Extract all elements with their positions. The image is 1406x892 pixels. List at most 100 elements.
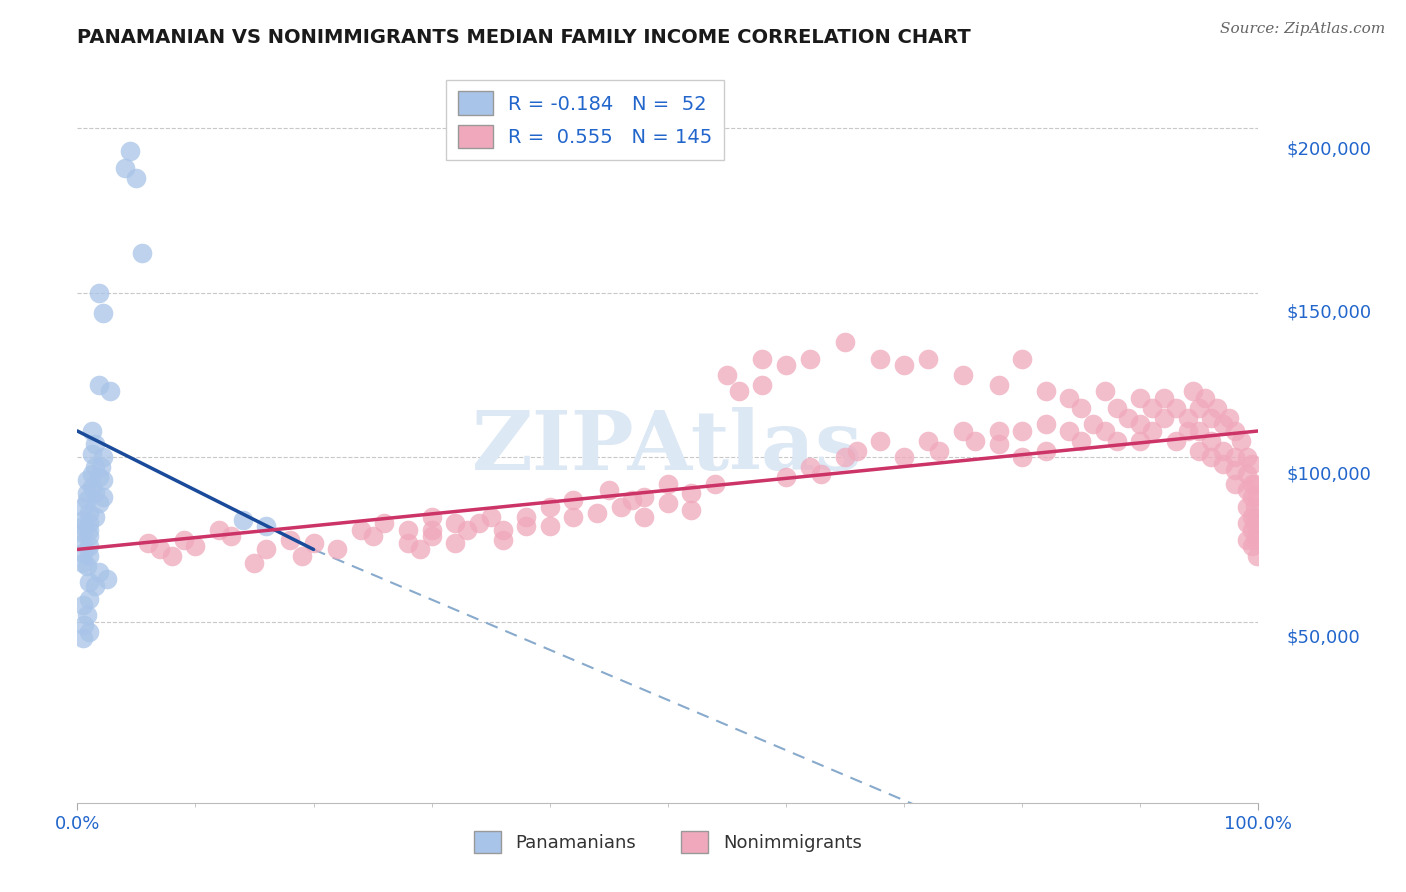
Point: [1118, 410, 1140, 425]
Point: [1241, 490, 1264, 504]
Point: [1243, 476, 1265, 491]
Point: [131, 246, 153, 260]
Point: [681, 503, 703, 517]
Point: [149, 542, 172, 557]
Text: $100,000: $100,000: [1286, 466, 1371, 483]
Point: [208, 523, 231, 537]
Text: $150,000: $150,000: [1286, 303, 1372, 321]
Point: [77, 591, 100, 606]
Point: [77, 506, 100, 520]
Point: [114, 161, 136, 175]
Point: [633, 509, 655, 524]
Point: [869, 434, 891, 448]
Point: [1059, 391, 1081, 405]
Point: [1206, 401, 1229, 415]
Point: [1246, 529, 1268, 543]
Point: [232, 513, 254, 527]
Point: [1246, 509, 1268, 524]
Point: [491, 523, 513, 537]
Point: [1246, 490, 1268, 504]
Point: [845, 443, 868, 458]
Point: [1153, 391, 1175, 405]
Point: [893, 450, 915, 465]
Point: [1105, 401, 1128, 415]
Point: [1094, 384, 1116, 399]
Point: [987, 424, 1010, 438]
Point: [479, 509, 502, 524]
Point: [396, 536, 419, 550]
Text: $200,000: $200,000: [1286, 141, 1371, 159]
Point: [1011, 450, 1033, 465]
Point: [1241, 476, 1264, 491]
Point: [1129, 417, 1152, 432]
Point: [254, 519, 277, 533]
Point: [869, 351, 891, 366]
Point: [420, 509, 443, 524]
Point: [136, 536, 159, 550]
Point: [72, 526, 94, 541]
Point: [799, 460, 821, 475]
Point: [1011, 351, 1033, 366]
Point: [1177, 424, 1199, 438]
Point: [72, 599, 94, 613]
Point: [243, 556, 266, 570]
Text: ZIPAtlas: ZIPAtlas: [472, 408, 863, 487]
Point: [1070, 434, 1092, 448]
Point: [84, 437, 107, 451]
Point: [1243, 516, 1265, 530]
Point: [72, 519, 94, 533]
Point: [1223, 424, 1246, 438]
Point: [538, 519, 561, 533]
Point: [1223, 450, 1246, 465]
Point: [77, 523, 100, 537]
Point: [609, 500, 631, 514]
Point: [1236, 533, 1258, 547]
Point: [1011, 424, 1033, 438]
Point: [77, 529, 100, 543]
Point: [87, 566, 110, 580]
Point: [586, 506, 609, 520]
Point: [1246, 549, 1268, 563]
Point: [72, 556, 94, 570]
Point: [1081, 417, 1104, 432]
Point: [952, 368, 974, 382]
Point: [468, 516, 491, 530]
Point: [219, 529, 242, 543]
Point: [657, 476, 679, 491]
Legend: Panamanians, Nonimmigrants: Panamanians, Nonimmigrants: [467, 824, 869, 861]
Point: [72, 536, 94, 550]
Point: [598, 483, 620, 498]
Point: [409, 542, 432, 557]
Point: [727, 384, 749, 399]
Point: [160, 549, 183, 563]
Text: PANAMANIAN VS NONIMMIGRANTS MEDIAN FAMILY INCOME CORRELATION CHART: PANAMANIAN VS NONIMMIGRANTS MEDIAN FAMIL…: [77, 28, 972, 47]
Point: [1241, 539, 1264, 553]
Point: [1164, 434, 1187, 448]
Point: [1241, 509, 1264, 524]
Point: [751, 378, 773, 392]
Point: [562, 509, 585, 524]
Point: [91, 490, 114, 504]
Point: [72, 500, 94, 514]
Point: [444, 536, 467, 550]
Point: [1129, 391, 1152, 405]
Point: [76, 608, 98, 623]
Point: [917, 434, 939, 448]
Point: [278, 533, 301, 547]
Point: [1229, 434, 1251, 448]
Point: [456, 523, 478, 537]
Point: [1194, 391, 1216, 405]
Point: [444, 516, 467, 530]
Point: [1129, 434, 1152, 448]
Point: [704, 476, 727, 491]
Point: [1140, 424, 1163, 438]
Point: [1199, 434, 1222, 448]
Point: [84, 486, 107, 500]
Point: [834, 335, 856, 350]
Point: [1153, 410, 1175, 425]
Point: [1070, 401, 1092, 415]
Point: [254, 542, 277, 557]
Text: Source: ZipAtlas.com: Source: ZipAtlas.com: [1219, 22, 1385, 37]
Point: [326, 542, 349, 557]
Point: [1236, 516, 1258, 530]
